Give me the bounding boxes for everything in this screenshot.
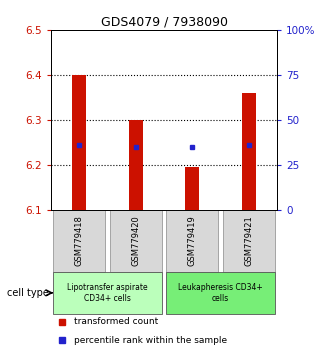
Text: cell type: cell type bbox=[7, 288, 49, 298]
Text: GSM779420: GSM779420 bbox=[131, 216, 141, 266]
Text: GSM779419: GSM779419 bbox=[188, 216, 197, 266]
Text: GSM779421: GSM779421 bbox=[245, 216, 253, 266]
Bar bbox=[72, 75, 86, 210]
Bar bbox=[53, 210, 105, 272]
Title: GDS4079 / 7938090: GDS4079 / 7938090 bbox=[101, 16, 228, 29]
Text: transformed count: transformed count bbox=[74, 318, 158, 326]
Bar bbox=[166, 210, 218, 272]
Text: percentile rank within the sample: percentile rank within the sample bbox=[74, 336, 227, 345]
Text: GSM779418: GSM779418 bbox=[75, 216, 84, 266]
Text: Lipotransfer aspirate
CD34+ cells: Lipotransfer aspirate CD34+ cells bbox=[67, 283, 148, 303]
Bar bbox=[53, 272, 162, 314]
Bar bbox=[223, 210, 275, 272]
Bar bbox=[185, 167, 200, 210]
Bar bbox=[166, 272, 275, 314]
Bar bbox=[242, 93, 256, 210]
Bar bbox=[110, 210, 162, 272]
Bar bbox=[129, 120, 143, 210]
Text: Leukapheresis CD34+
cells: Leukapheresis CD34+ cells bbox=[178, 283, 263, 303]
